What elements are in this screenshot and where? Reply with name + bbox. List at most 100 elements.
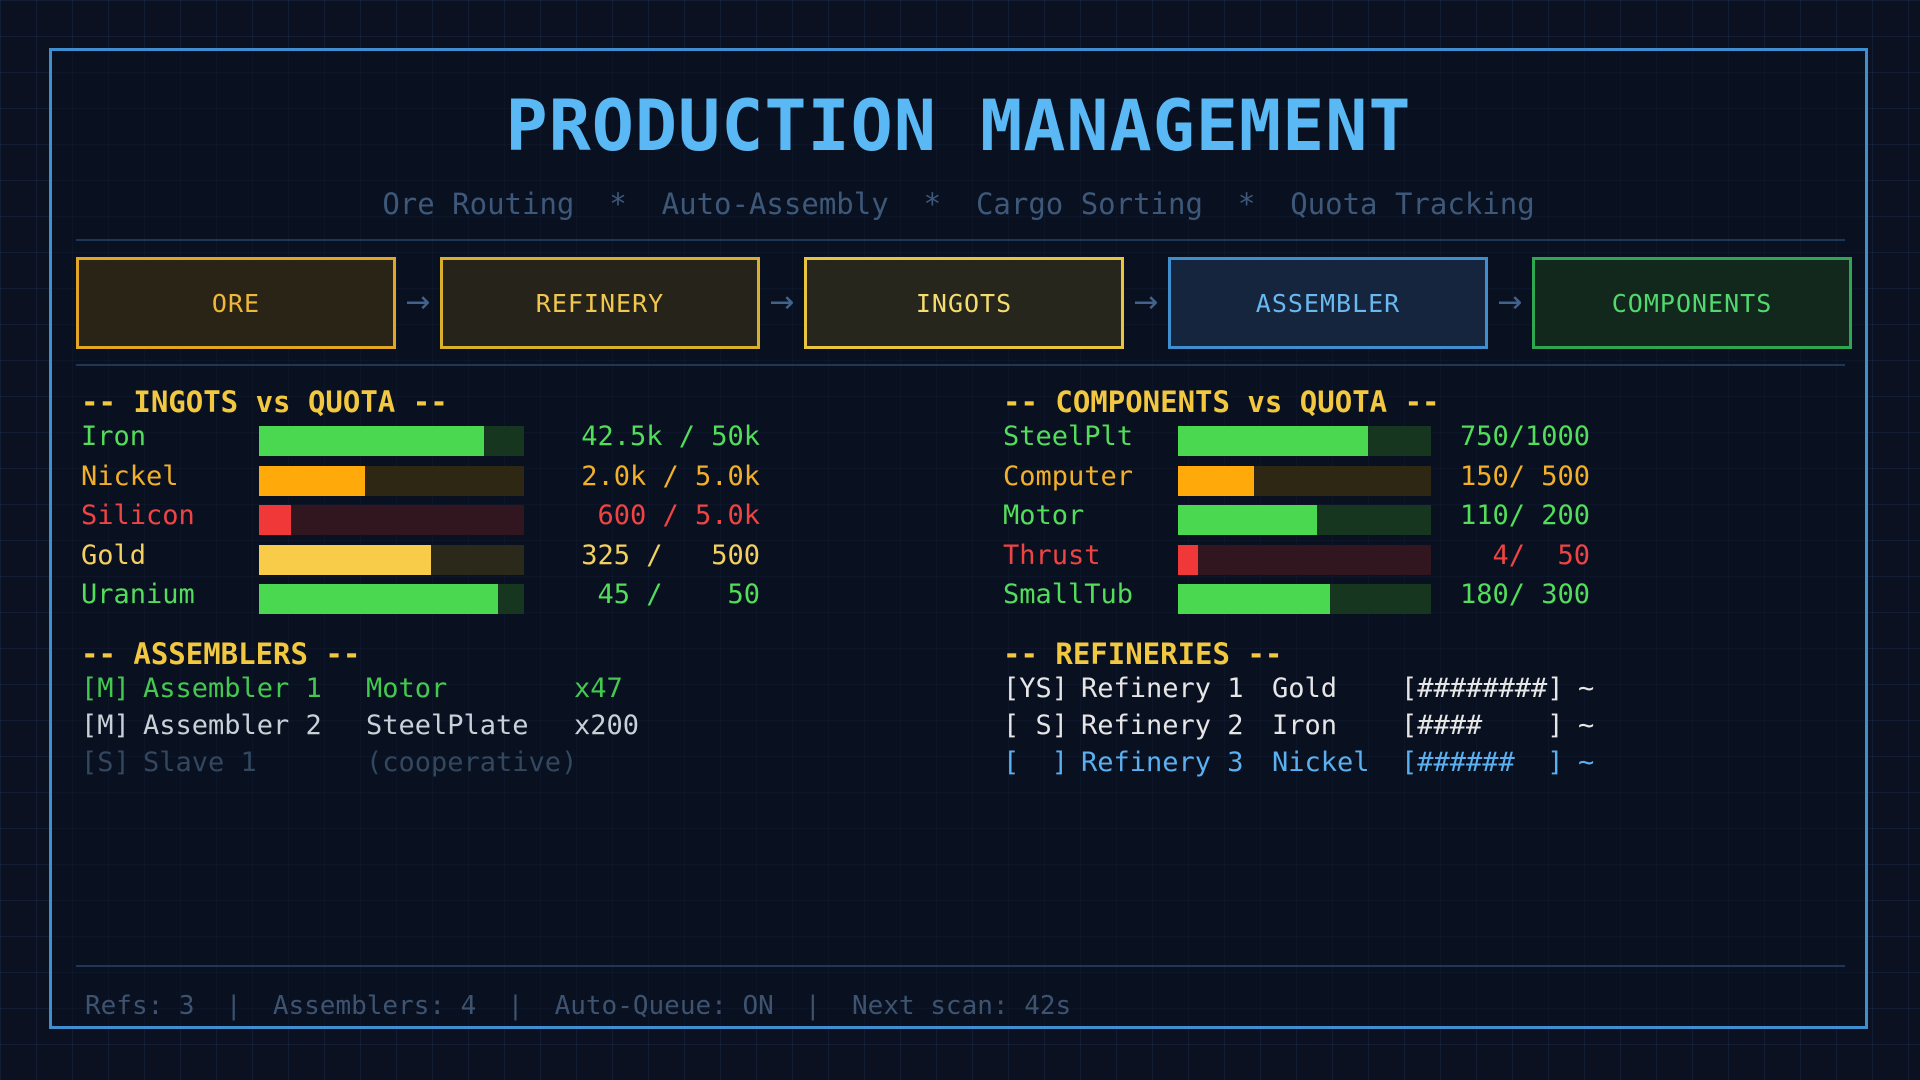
quota-value: 750/1000 bbox=[1459, 421, 1590, 452]
assembler-mode: [M] bbox=[81, 673, 130, 704]
quota-bar-fill bbox=[1178, 544, 1199, 575]
quota-bar bbox=[1178, 544, 1431, 575]
stage-assembler[interactable]: ASSEMBLER bbox=[1168, 257, 1488, 349]
assembler-qty: x200 bbox=[574, 710, 640, 741]
quota-row: Thrust 4/ 50 bbox=[1003, 540, 1590, 576]
quota-label: Gold bbox=[81, 539, 147, 571]
stage-ingots[interactable]: INGOTS bbox=[804, 257, 1124, 349]
stage-label: ORE bbox=[211, 288, 261, 318]
assembler-item: SteelPlate bbox=[366, 710, 529, 741]
assemblers-section-title: -- ASSEMBLERS -- bbox=[81, 637, 361, 671]
quota-label: Nickel bbox=[81, 460, 179, 492]
quota-value: 110/ 200 bbox=[1459, 500, 1590, 531]
quota-row: Computer 150/ 500 bbox=[1003, 461, 1590, 497]
quota-label: Iron bbox=[81, 421, 147, 452]
quota-label: Thrust bbox=[1003, 539, 1101, 571]
refinery-progress: [#### ] bbox=[1401, 710, 1564, 741]
arrow-right-icon: → bbox=[1133, 285, 1159, 320]
quota-value: 150/ 500 bbox=[1459, 460, 1590, 492]
refinery-name: Refinery 1 bbox=[1081, 673, 1244, 704]
refinery-row[interactable]: [ S] Refinery 2 Iron [#### ] ~ bbox=[1003, 710, 1623, 746]
quota-row: Iron 42.5k / 50k bbox=[81, 421, 760, 457]
divider bbox=[76, 239, 1845, 241]
ingots-section-title: -- INGOTS vs QUOTA -- bbox=[81, 385, 448, 419]
quota-value: 325 / 500 bbox=[581, 539, 760, 571]
status-footer: Refs: 3 | Assemblers: 4 | Auto-Queue: ON… bbox=[85, 991, 1072, 1021]
arrow-right-icon: → bbox=[1497, 285, 1523, 320]
refinery-ore: Nickel bbox=[1272, 747, 1370, 778]
quota-value: 600 / 5.0k bbox=[597, 500, 760, 531]
refinery-mode: [ S] bbox=[1003, 710, 1069, 741]
quota-label: SteelPlt bbox=[1003, 421, 1134, 452]
assembler-item: (cooperative) bbox=[366, 747, 578, 778]
stage-label: REFINERY bbox=[535, 288, 665, 318]
quota-label: Silicon bbox=[81, 500, 195, 531]
assembler-row[interactable]: [S] Slave 1 (cooperative) bbox=[81, 747, 681, 783]
quota-bar bbox=[1178, 465, 1431, 496]
assembler-row[interactable]: [M] Assembler 2 SteelPlate x200 bbox=[81, 710, 681, 746]
quota-label: Motor bbox=[1003, 500, 1085, 531]
refinery-name: Refinery 3 bbox=[1081, 747, 1244, 778]
assembler-name: Assembler 2 bbox=[143, 710, 322, 741]
page-subtitle: Ore Routing * Auto-Assembly * Cargo Sort… bbox=[382, 187, 1535, 221]
quota-bar-fill bbox=[1178, 465, 1254, 496]
quota-value: 4/ 50 bbox=[1492, 539, 1590, 571]
quota-value: 42.5k / 50k bbox=[581, 421, 760, 452]
assembler-item: Motor bbox=[366, 673, 448, 704]
quota-bar-fill bbox=[259, 505, 291, 535]
quota-bar-fill bbox=[259, 584, 498, 614]
quota-bar-fill bbox=[1178, 505, 1318, 535]
divider bbox=[76, 965, 1845, 967]
quota-bar-fill bbox=[259, 544, 432, 575]
assembler-row[interactable]: [M] Assembler 1 Motor x47 bbox=[81, 673, 681, 709]
assembler-qty: x47 bbox=[574, 673, 623, 704]
quota-bar bbox=[259, 584, 524, 614]
quota-row: Motor 110/ 200 bbox=[1003, 500, 1590, 536]
stage-refinery[interactable]: REFINERY bbox=[440, 257, 760, 349]
refinery-mode: [YS] bbox=[1003, 673, 1069, 704]
divider bbox=[76, 364, 1845, 366]
quota-bar bbox=[259, 544, 524, 575]
quota-bar bbox=[259, 465, 524, 496]
stage-label: ASSEMBLER bbox=[1255, 288, 1401, 318]
pipeline: ORE → REFINERY → INGOTS → ASSEMBLER → CO… bbox=[76, 257, 1852, 349]
quota-row: SmallTub 180/ 300 bbox=[1003, 579, 1590, 615]
page-title: PRODUCTION MANAGEMENT bbox=[505, 85, 1412, 167]
assembler-mode: [M] bbox=[81, 710, 130, 741]
quota-bar bbox=[1178, 426, 1431, 456]
refinery-ore: Gold bbox=[1272, 673, 1338, 704]
quota-label: Uranium bbox=[81, 579, 195, 610]
refinery-status: ~ bbox=[1578, 710, 1595, 741]
assembler-name: Assembler 1 bbox=[143, 673, 322, 704]
quota-label: SmallTub bbox=[1003, 579, 1134, 610]
assembler-name: Slave 1 bbox=[143, 747, 257, 778]
quota-bar-fill bbox=[1178, 584, 1330, 614]
refinery-progress: [########] bbox=[1401, 673, 1564, 704]
refinery-status: ~ bbox=[1578, 673, 1595, 704]
arrow-right-icon: → bbox=[769, 285, 795, 320]
refinery-name: Refinery 2 bbox=[1081, 710, 1244, 741]
stage-label: INGOTS bbox=[915, 288, 1013, 318]
production-panel: PRODUCTION MANAGEMENT Ore Routing * Auto… bbox=[49, 48, 1868, 1029]
quota-row: Gold 325 / 500 bbox=[81, 540, 760, 576]
quota-bar bbox=[1178, 584, 1431, 614]
quota-value: 180/ 300 bbox=[1459, 579, 1590, 610]
quota-label: Computer bbox=[1003, 460, 1134, 492]
quota-bar-fill bbox=[1178, 426, 1368, 456]
quota-value: 2.0k / 5.0k bbox=[581, 460, 760, 492]
quota-row: Nickel 2.0k / 5.0k bbox=[81, 461, 760, 497]
components-section-title: -- COMPONENTS vs QUOTA -- bbox=[1003, 385, 1440, 419]
refinery-row[interactable]: [YS] Refinery 1 Gold [########] ~ bbox=[1003, 673, 1623, 709]
refinery-row[interactable]: [ ] Refinery 3 Nickel [###### ] ~ bbox=[1003, 747, 1623, 783]
refinery-progress: [###### ] bbox=[1401, 747, 1564, 778]
refinery-mode: [ ] bbox=[1003, 747, 1069, 778]
quota-bar-fill bbox=[259, 426, 485, 456]
stage-components[interactable]: COMPONENTS bbox=[1532, 257, 1852, 349]
refineries-section-title: -- REFINERIES -- bbox=[1003, 637, 1283, 671]
quota-bar bbox=[1178, 505, 1431, 535]
quota-row: Uranium 45 / 50 bbox=[81, 579, 760, 615]
quota-bar bbox=[259, 426, 524, 456]
quota-row: SteelPlt 750/1000 bbox=[1003, 421, 1590, 457]
stage-ore[interactable]: ORE bbox=[76, 257, 396, 349]
quota-bar bbox=[259, 505, 524, 535]
